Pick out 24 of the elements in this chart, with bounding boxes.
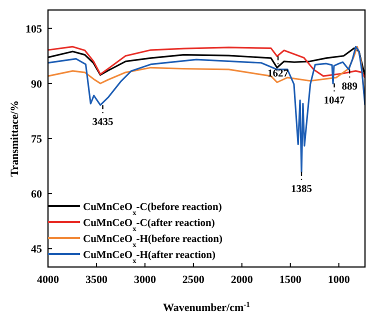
y-tick-label: 60 [31, 188, 42, 201]
annotation: 1385 [291, 184, 312, 195]
legend-label: CuMnCeO$_{x}$-C(after reaction) [83, 218, 216, 232]
y-tick-label: 75 [31, 134, 42, 146]
y-tick-label: 90 [31, 78, 42, 90]
x-tick-label: 2000 [230, 274, 254, 286]
legend-label: CuMnCeO$_{x}$-C(before reaction) [83, 202, 222, 216]
annotation: 3435 [92, 117, 114, 128]
y-axis-title: Transmittace/% [9, 100, 21, 177]
legend-label: CuMnCeO$_{x}$-H(after reaction) [83, 250, 216, 264]
x-axis-title: Wavenumber/cm$^{-1}$ [162, 300, 250, 314]
annotation: 1047 [324, 95, 345, 106]
annotation: 889 [342, 81, 358, 92]
x-tick-label: 3500 [85, 274, 108, 286]
legend-label: CuMnCeO$_{x}$-H(before reaction) [83, 234, 223, 248]
annotation: 1627 [268, 68, 289, 80]
x-tick-label: 4000 [37, 274, 60, 286]
x-tick-label: 1000 [328, 274, 350, 286]
x-tick-label: 1500 [279, 274, 302, 286]
line-series [48, 46, 365, 173]
x-tick-label: 2500 [182, 274, 205, 286]
y-tick-label: 105 [26, 23, 42, 36]
x-tick-label: 3000 [134, 274, 156, 286]
y-tick-label: 45 [31, 244, 42, 256]
